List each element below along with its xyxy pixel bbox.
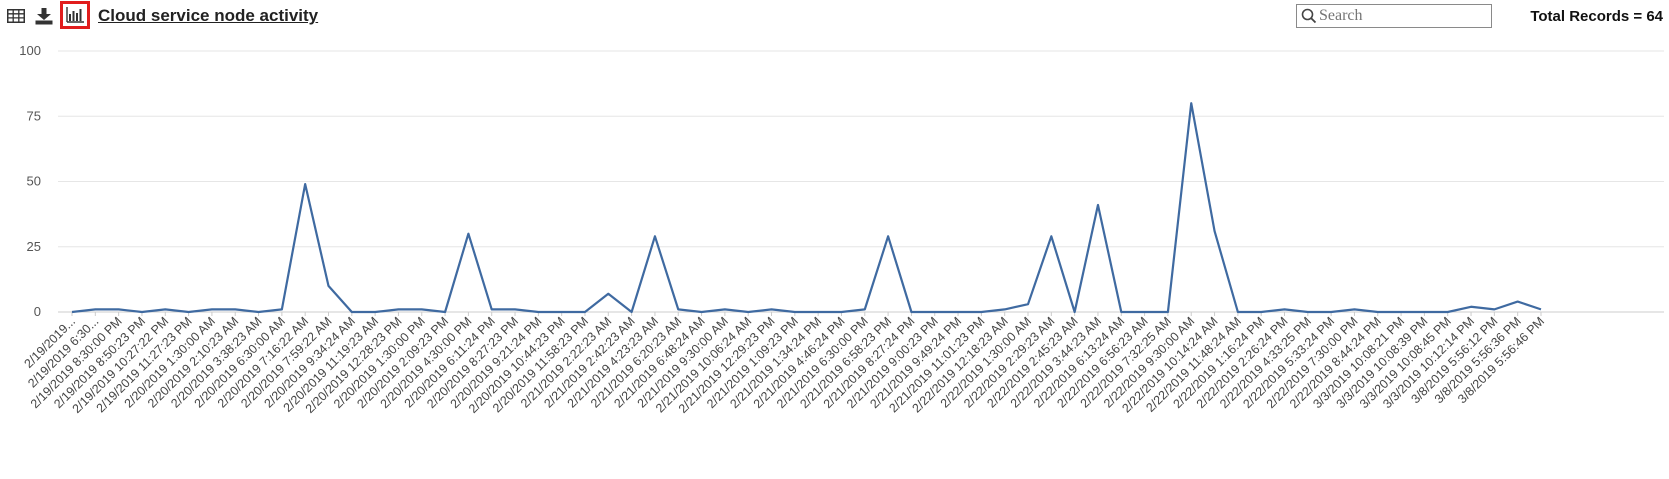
y-axis: 0 25 50 75 100 <box>19 43 41 319</box>
search-box[interactable] <box>1296 4 1492 28</box>
chart-toolbar: Cloud service node activity Total Record… <box>0 0 1669 34</box>
total-records-label: Total Records = 64 <box>1530 8 1663 25</box>
gridlines <box>58 50 1664 313</box>
y-tick-label: 100 <box>19 43 41 58</box>
download-icon[interactable] <box>33 6 55 26</box>
chart-view-icon[interactable] <box>60 1 90 29</box>
table-view-icon[interactable] <box>5 6 27 26</box>
x-axis: 2/19/2019...2/19/2019 6:30...2/19/2019 8… <box>22 312 1547 416</box>
line-chart: 0 25 50 75 100 2/19/2019...2/19/2019 6:30...… <box>19 43 1664 416</box>
y-tick-label: 75 <box>27 108 41 123</box>
chart-title-link[interactable]: Cloud service node activity <box>98 6 319 25</box>
search-input[interactable] <box>1319 6 1487 26</box>
search-icon <box>1301 8 1317 24</box>
y-tick-label: 0 <box>34 304 41 319</box>
y-tick-label: 25 <box>27 239 41 254</box>
y-tick-label: 50 <box>27 174 41 189</box>
series-line <box>71 102 1542 314</box>
